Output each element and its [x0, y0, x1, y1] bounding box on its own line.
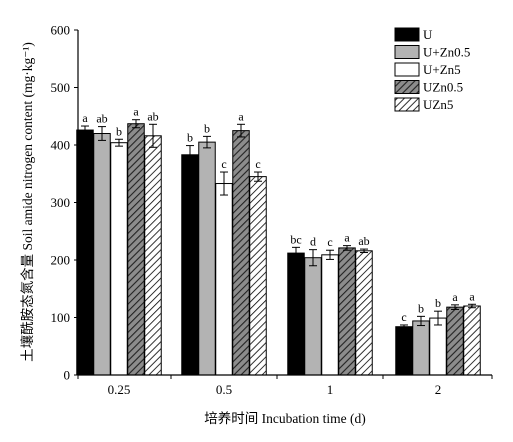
- legend-label-U+Zn0.5: U+Zn0.5: [423, 45, 470, 60]
- legend-label-UZn5: UZn5: [423, 97, 453, 112]
- bar-U+Zn0.5-0.25: [93, 133, 111, 376]
- y-tick-label: 400: [51, 138, 71, 153]
- legend-swatch-U+Zn5: [394, 62, 420, 77]
- y-tick-label: 100: [51, 310, 71, 325]
- significance-label: a: [133, 105, 139, 119]
- legend: U U+Zn0.5 U+Zn5 UZn0.5 UZn5: [394, 27, 470, 112]
- legend-label-U+Zn5: U+Zn5: [423, 62, 461, 77]
- significance-label: d: [310, 235, 316, 249]
- bar-U-0.5: [181, 154, 199, 376]
- legend-swatch-U: [394, 27, 420, 42]
- bar-UZn0.5-1: [338, 247, 356, 376]
- y-tick-label: 200: [51, 253, 71, 268]
- significance-label: a: [344, 231, 350, 245]
- significance-label: c: [401, 310, 406, 324]
- bar-U-0.25: [76, 129, 94, 376]
- x-tick-label: 0.25: [108, 382, 131, 397]
- bars-layer: [76, 123, 481, 376]
- significance-label: ab: [96, 112, 107, 126]
- x-ticks: 0.25 0.5 1 2: [77, 375, 493, 397]
- bar-UZn5-0.25: [144, 135, 162, 376]
- significance-label: b: [187, 131, 193, 145]
- significance-label: a: [469, 289, 475, 303]
- significance-label: c: [255, 157, 260, 171]
- bar-UZn5-0.5: [249, 176, 267, 376]
- x-tick-label: 0.5: [216, 382, 232, 397]
- y-tick-label: 600: [51, 23, 71, 38]
- significance-label: ab: [358, 234, 369, 248]
- significance-label: b: [204, 121, 210, 135]
- x-tick-label: 2: [435, 382, 442, 397]
- legend-swatch-UZn0.5: [394, 80, 420, 94]
- significance-label: c: [327, 235, 332, 249]
- significance-label: b: [435, 296, 441, 310]
- legend-swatch-U+Zn0.5: [394, 45, 420, 59]
- bar-UZn5-2: [463, 305, 481, 376]
- bar-U+Zn5-0.5: [215, 183, 233, 376]
- significance-label: c: [221, 157, 226, 171]
- bar-U+Zn5-1: [321, 254, 339, 376]
- legend-label-UZn0.5: UZn0.5: [423, 80, 463, 95]
- x-tick-label: 1: [327, 382, 334, 397]
- bar-U-2: [395, 326, 413, 376]
- bar-U+Zn0.5-2: [412, 320, 430, 376]
- legend-label-U: U: [423, 27, 433, 42]
- y-tick-label: 500: [51, 80, 71, 95]
- y-tick-label: 0: [64, 368, 71, 383]
- bar-U+Zn0.5-1: [304, 257, 322, 376]
- bar-UZn0.5-2: [446, 306, 464, 376]
- x-axis-title: 培养时间 Incubation time (d): [204, 411, 366, 426]
- significance-label: b: [116, 124, 122, 138]
- bar-UZn5-1: [355, 250, 373, 376]
- bar-U-1: [287, 252, 305, 376]
- significance-label: b: [418, 301, 424, 315]
- legend-swatch-UZn5: [394, 97, 420, 112]
- y-tick-label: 300: [51, 195, 71, 210]
- significance-label: a: [238, 109, 244, 123]
- bar-UZn0.5-0.5: [232, 130, 250, 376]
- bar-U+Zn5-0.25: [110, 142, 128, 376]
- significance-label: a: [452, 290, 458, 304]
- significance-label: a: [82, 111, 88, 125]
- bar-U+Zn0.5-0.5: [198, 141, 216, 376]
- y-axis-title: 土壤酰胺态氮含量 Soil amide nitrogen content (mg…: [19, 42, 35, 362]
- error-bars-layer: [81, 119, 476, 329]
- bar-U+Zn5-2: [429, 317, 447, 376]
- significance-label: ab: [147, 109, 158, 123]
- y-ticks: 0 100 200 300 400 500 600: [51, 23, 78, 383]
- significance-label: bc: [290, 232, 301, 246]
- bar-UZn0.5-0.25: [127, 123, 145, 376]
